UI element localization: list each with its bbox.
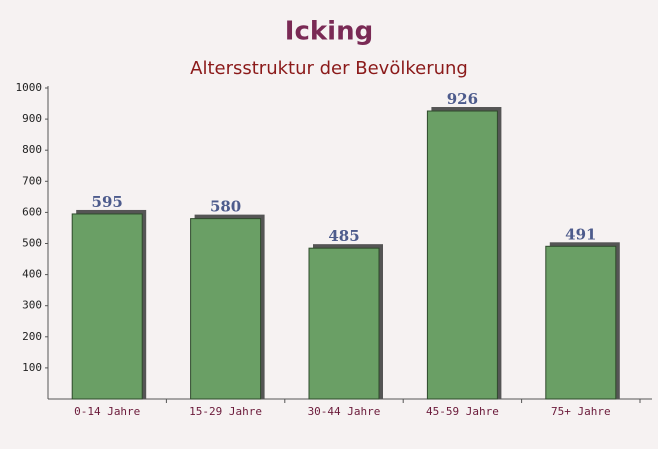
value-label: 595 [92,193,123,211]
y-tick-label: 500 [22,237,42,250]
y-tick-label: 600 [22,205,42,218]
y-tick-label: 1000 [16,81,43,94]
value-label: 485 [328,227,359,245]
x-tick-label: 30-44 Jahre [308,405,381,418]
value-label: 491 [565,225,596,243]
x-tick-label: 75+ Jahre [551,405,611,418]
y-tick-label: 800 [22,143,42,156]
y-tick-label: 400 [22,268,42,281]
value-label: 580 [210,198,241,216]
bar [308,247,380,400]
bar [190,218,262,400]
bar [426,110,498,400]
y-tick-label: 700 [22,174,42,187]
bar [71,213,143,400]
x-tick-label: 0-14 Jahre [74,405,140,418]
y-tick-label: 900 [22,112,42,125]
y-tick-label: 100 [22,361,42,374]
value-label: 926 [447,90,478,108]
bar [545,245,617,400]
x-tick-label: 15-29 Jahre [189,405,262,418]
y-tick-label: 300 [22,299,42,312]
chart-title: Icking [285,17,373,47]
y-tick-label: 200 [22,330,42,343]
chart-subtitle: Altersstruktur der Bevölkerung [190,58,468,79]
x-tick-label: 45-59 Jahre [426,405,499,418]
